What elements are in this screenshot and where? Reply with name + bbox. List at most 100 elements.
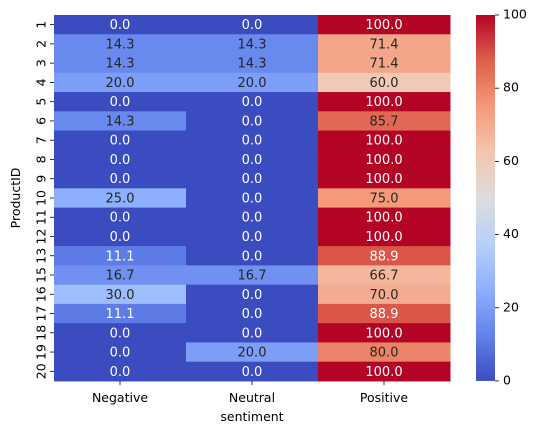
cell-value-label: 100.0 — [365, 95, 402, 110]
cell-value-label: 0.0 — [242, 230, 263, 245]
cell-value-label: 100.0 — [365, 326, 402, 341]
cell-value-label: 14.3 — [238, 57, 267, 72]
heatmap-cell — [318, 130, 451, 151]
cell-value-label: 0.0 — [242, 114, 263, 129]
cell-value-label: 85.7 — [370, 114, 399, 129]
heatmap-cell — [186, 53, 319, 74]
y-tick-label: 19 — [34, 344, 49, 360]
heatmap-cells — [54, 15, 451, 382]
heatmap-cell — [54, 130, 187, 151]
colorbar-tick-label: 80 — [503, 80, 519, 95]
heatmap-cell — [54, 226, 187, 247]
colorbar-tick-label: 40 — [503, 226, 519, 241]
heatmap-cell — [186, 226, 319, 247]
heatmap-cell — [318, 111, 451, 132]
cell-value-label: 16.7 — [106, 269, 135, 284]
cell-value-label: 30.0 — [106, 288, 135, 303]
cell-value-label: 100.0 — [365, 230, 402, 245]
cell-value-label: 100.0 — [365, 18, 402, 33]
colorbar-tick-label: 20 — [503, 299, 519, 314]
cell-value-label: 14.3 — [106, 57, 135, 72]
cell-value-label: 100.0 — [365, 211, 402, 226]
cell-value-label: 66.7 — [370, 269, 399, 284]
y-tick-label: 5 — [34, 98, 49, 106]
cell-value-label: 0.0 — [110, 230, 131, 245]
y-tick-label: 7 — [34, 136, 49, 144]
colorbar-ticks: 0 20 40 60 80 100 — [495, 7, 527, 387]
heatmap-cell — [186, 149, 319, 170]
heatmap-cell — [54, 149, 187, 170]
cell-value-label: 0.0 — [242, 365, 263, 380]
heatmap-cell — [54, 92, 187, 112]
y-tick-label: 11 — [34, 209, 49, 225]
heatmap-cell — [186, 92, 319, 112]
cell-value-label: 75.0 — [370, 191, 399, 206]
cell-value-label: 0.0 — [110, 172, 131, 187]
heatmap-cell — [318, 323, 451, 343]
x-tick-label: Neutral — [229, 390, 275, 405]
colorbar-tick-label: 60 — [503, 153, 519, 168]
cell-value-label: 0.0 — [110, 153, 131, 168]
cell-value-label: 0.0 — [242, 153, 263, 168]
heatmap-cell — [186, 72, 319, 93]
y-tick-label: 12 — [34, 229, 49, 245]
heatmap-cell — [318, 92, 451, 112]
x-axis-label: sentiment — [220, 409, 283, 424]
heatmap-cell — [318, 149, 451, 170]
cell-value-label: 0.0 — [242, 307, 263, 322]
cell-value-label: 100.0 — [365, 153, 402, 168]
cell-value-label: 0.0 — [110, 18, 131, 33]
y-tick-label: 18 — [34, 325, 49, 341]
heatmap-cell — [318, 284, 451, 305]
cell-value-label: 0.0 — [242, 18, 263, 33]
heatmap-cell — [54, 361, 187, 382]
heatmap-cell — [318, 34, 451, 55]
cell-value-label: 0.0 — [242, 134, 263, 149]
heatmap-cell — [318, 53, 451, 74]
heatmap-cell — [318, 226, 451, 247]
heatmap-cell — [54, 15, 187, 35]
heatmap-cell — [54, 111, 187, 132]
cell-value-label: 11.1 — [106, 249, 135, 264]
heatmap-cell — [318, 15, 451, 35]
heatmap-cell — [186, 207, 319, 228]
cell-value-label: 20.0 — [106, 76, 135, 91]
y-tick-label: 15 — [34, 267, 49, 283]
y-tick-label: 6 — [34, 117, 49, 125]
heatmap-cell — [186, 265, 319, 286]
cell-value-label: 0.0 — [242, 249, 263, 264]
cell-value-label: 20.0 — [238, 76, 267, 91]
heatmap-cell — [186, 284, 319, 305]
y-axis-label: ProductID — [8, 168, 23, 229]
x-tick-labels: Negative Neutral Positive — [92, 380, 408, 405]
cell-value-label: 16.7 — [238, 269, 267, 284]
cell-value-label: 25.0 — [106, 191, 135, 206]
heatmap-cell — [186, 342, 319, 363]
cell-value-label: 14.3 — [106, 37, 135, 52]
cell-value-label: 14.3 — [238, 37, 267, 52]
y-tick-label: 17 — [34, 306, 49, 322]
heatmap-cell — [54, 72, 187, 93]
heatmap-cell — [54, 34, 187, 55]
heatmap-cell — [186, 111, 319, 132]
cell-value-label: 0.0 — [110, 211, 131, 226]
y-tick-label: 10 — [34, 190, 49, 206]
colorbar-tick-label: 100 — [503, 7, 527, 22]
y-tick-label: 13 — [34, 248, 49, 264]
heatmap-cell — [54, 53, 187, 74]
heatmap-cell — [318, 265, 451, 286]
cell-value-label: 100.0 — [365, 172, 402, 187]
y-tick-label: 3 — [34, 59, 49, 67]
heatmap-cell — [186, 246, 319, 266]
heatmap-cell — [318, 246, 451, 266]
cell-value-label: 0.0 — [242, 95, 263, 110]
cell-value-label: 0.0 — [110, 134, 131, 149]
heatmap-cell — [54, 188, 187, 209]
cell-value-label: 88.9 — [370, 249, 399, 264]
colorbar-tick-label: 0 — [503, 372, 511, 387]
heatmap-cell — [186, 130, 319, 151]
heatmap-cell — [186, 361, 319, 382]
cell-value-label: 0.0 — [242, 326, 263, 341]
